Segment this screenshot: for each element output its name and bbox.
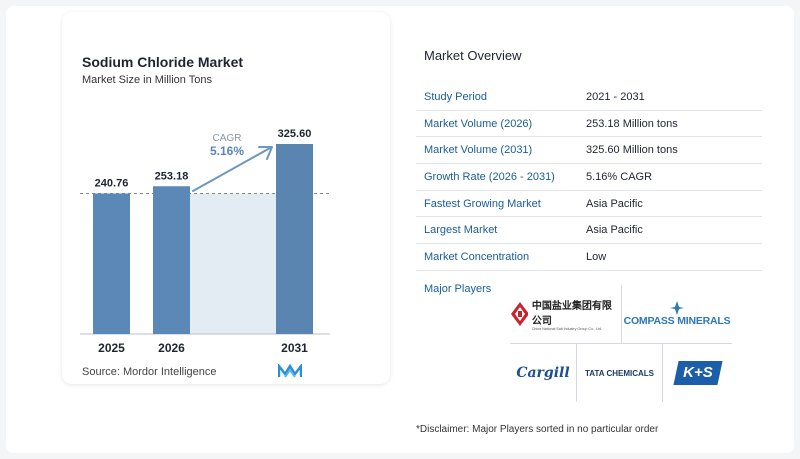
logo-divider [510,343,732,344]
overview-row: Largest Market Asia Pacific [416,217,762,245]
overview-table: Study Period 2021 - 2031 Market Volume (2… [416,84,762,271]
overview-label: Market Volume (2031) [424,144,533,157]
cagr-value: 5.16% [210,144,244,158]
player-logo-ks: K+S [663,344,732,402]
value-label-2025: 240.76 [95,178,129,190]
overview-value: Asia Pacific [586,197,643,210]
cagr-band [190,193,276,334]
overview-value: Low [586,250,607,263]
overview-value: Asia Pacific [586,224,643,237]
overview-label: Growth Rate (2026 - 2031) [424,170,555,183]
overview-row: Market Volume (2026) 253.18 Million tons [416,111,762,138]
overview-row: Market Concentration Low [416,244,762,271]
overview-label: Study Period [424,90,487,103]
value-label-2031: 325.60 [278,128,312,140]
player-logo-compass: COMPASS MINERALS [622,285,732,343]
chart-title: Sodium Chloride Market [82,54,244,70]
bar-2025 [93,193,130,334]
overview-label: Fastest Growing Market [424,197,541,210]
compass-name: COMPASS MINERALS [623,315,731,327]
mordor-logo-icon [278,364,302,378]
tata-name: TATA CHEMICALS [584,368,655,378]
logo-divider [662,343,663,402]
category-label-2025: 2025 [98,341,125,355]
chart-card: Sodium Chloride Market Market Size in Mi… [62,12,390,384]
player-logo-tata: TATA CHEMICALS [577,344,662,402]
overview-value: 325.60 Million tons [586,144,678,157]
cagr-label: CAGR [213,133,242,144]
overview-row: Market Volume (2031) 325.60 Million tons [416,137,762,165]
overview-label: Largest Market [424,224,498,237]
cnsig-name: 中国盐业集团有限公司 [531,301,612,327]
bar-2026 [153,186,190,334]
bar-2031 [276,144,313,334]
major-players-grid: 中国盐业集团有限公司 China National Salt Industry … [510,285,732,402]
growth-arrow [192,146,273,192]
cnsig-emblem-icon [511,302,528,326]
player-logo-cnsig: 中国盐业集团有限公司 China National Salt Industry … [510,285,621,343]
major-players-title: Major Players [424,283,492,295]
cargill-name: Cargill [516,365,570,381]
overview-row: Growth Rate (2026 - 2031) 5.16% CAGR [416,164,762,191]
source-text: Source: Mordor Intelligence [82,366,217,378]
player-logo-cargill: Cargill [510,344,576,402]
ks-name: K+S [682,364,713,381]
overview-row: Fastest Growing Market Asia Pacific [416,191,762,218]
category-label-2031: 2031 [281,341,308,355]
logo-divider [621,285,622,343]
bar-chart: 240.76 2025 253.18 2026 325.60 2031 CAGR 5.16… [80,128,330,355]
overview-row: Study Period 2021 - 2031 [416,84,762,111]
disclaimer: *Disclaimer: Major Players sorted in no … [416,424,659,435]
overview-value: 253.18 Million tons [586,117,678,130]
overview-label: Market Concentration [424,250,530,263]
logo-divider [576,343,577,402]
category-label-2026: 2026 [158,341,185,355]
ks-badge: K+S [673,361,722,385]
value-label-2026: 253.18 [155,170,189,182]
overview-title: Market Overview [424,48,522,63]
overview-label: Market Volume (2026) [424,117,533,130]
overview-value: 2021 - 2031 [586,90,645,103]
chart-subtitle: Market Size in Million Tons [82,74,213,86]
overview-value: 5.16% CAGR [586,170,653,183]
compass-star-icon [670,301,684,315]
cnsig-subname: China National Salt Industry Group Co., … [531,327,602,331]
